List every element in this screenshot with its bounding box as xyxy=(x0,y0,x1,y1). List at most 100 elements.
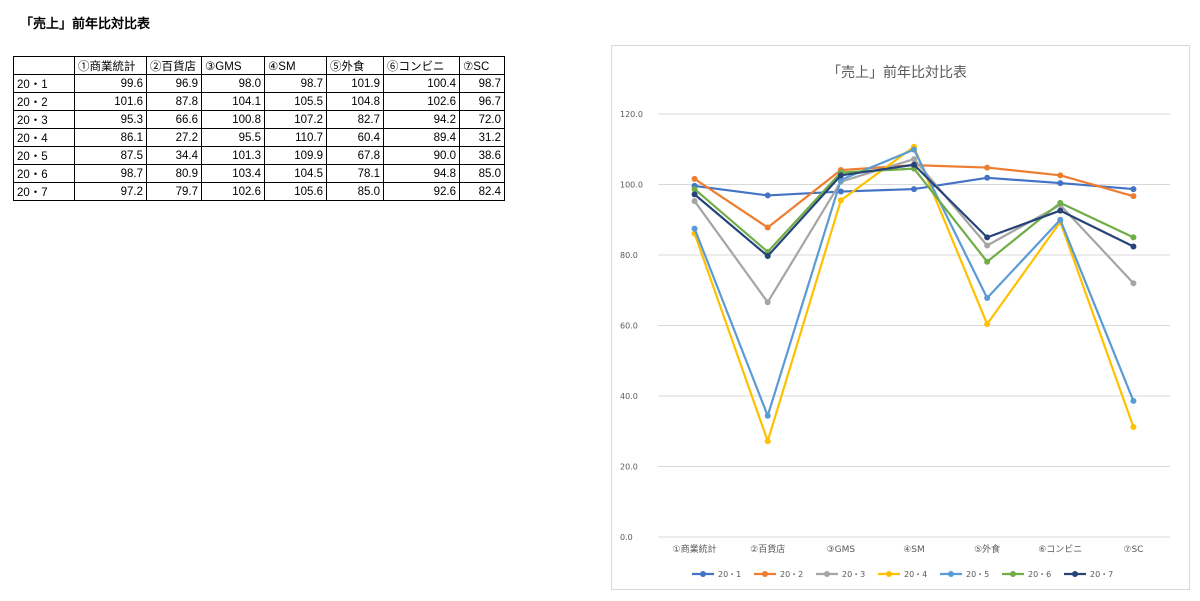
legend-item: 20・6 xyxy=(1002,570,1051,579)
data-point xyxy=(911,156,917,163)
x-category-label: ①商業統計 xyxy=(673,543,717,555)
data-point xyxy=(984,242,991,249)
data-point xyxy=(764,253,771,260)
value-cell: 109.9 xyxy=(264,146,327,165)
data-point xyxy=(764,299,771,306)
data-point xyxy=(1057,172,1064,179)
value-cell: 101.3 xyxy=(201,146,265,165)
value-cell: 79.7 xyxy=(146,182,202,201)
x-category-label: ⑤外食 xyxy=(974,543,1000,555)
x-category-label: ⑥コンビニ xyxy=(1038,544,1082,555)
data-point xyxy=(1057,180,1064,187)
data-point xyxy=(1130,234,1137,241)
value-cell: 90.0 xyxy=(383,146,460,165)
value-cell: 94.8 xyxy=(383,164,460,183)
data-point xyxy=(984,258,991,265)
legend-label: 20・2 xyxy=(780,570,803,579)
legend-swatch-marker xyxy=(700,571,706,577)
value-cell: 95.5 xyxy=(201,128,265,147)
row-label-cell: 20・2 xyxy=(13,92,75,111)
legend-label: 20・6 xyxy=(1028,570,1051,579)
value-cell: 72.0 xyxy=(459,110,505,129)
value-cell: 102.6 xyxy=(383,92,460,111)
legend-item: 20・1 xyxy=(692,570,741,579)
data-point xyxy=(691,191,698,198)
table-row: 20・3 95.3 66.6 100.8 107.2 82.7 94.2 72.0 xyxy=(13,110,505,129)
header-cell-department-store: ②百貨店 xyxy=(146,56,202,75)
value-cell: 98.7 xyxy=(74,164,147,183)
legend-swatch-marker xyxy=(886,571,892,577)
data-point xyxy=(984,234,991,241)
x-category-label: ④SM xyxy=(903,545,925,555)
value-cell: 87.8 xyxy=(146,92,202,111)
table-row: 20・4 86.1 27.2 95.5 110.7 60.4 89.4 31.2 xyxy=(13,128,505,147)
series-group xyxy=(691,161,1137,260)
data-point xyxy=(837,172,844,179)
x-category-label: ⑦SC xyxy=(1123,545,1143,555)
value-cell: 100.8 xyxy=(201,110,265,129)
y-tick-label: 60.0 xyxy=(620,322,638,331)
legend-label: 20・5 xyxy=(966,570,989,579)
table-row: 20・1 99.6 96.9 98.0 98.7 101.9 100.4 98.7 xyxy=(13,74,505,93)
value-cell: 34.4 xyxy=(146,146,202,165)
value-cell: 104.5 xyxy=(264,164,327,183)
data-point xyxy=(691,186,698,193)
row-label-cell: 20・3 xyxy=(13,110,75,129)
data-point xyxy=(1130,424,1137,431)
value-cell: 105.6 xyxy=(264,182,327,201)
value-cell: 104.1 xyxy=(201,92,265,111)
x-category-label: ②百貨店 xyxy=(750,543,785,555)
series-group xyxy=(691,146,1137,419)
data-point xyxy=(984,295,991,302)
value-cell: 103.4 xyxy=(201,164,265,183)
value-cell: 107.2 xyxy=(264,110,327,129)
value-cell: 98.7 xyxy=(264,74,327,93)
value-cell: 96.9 xyxy=(146,74,202,93)
data-point xyxy=(764,412,771,419)
data-point xyxy=(1130,397,1137,404)
data-table: ①商業統計 ②百貨店 ③GMS ④SM ⑤外食 ⑥コンビニ ⑦SC 20・1 99… xyxy=(13,56,505,201)
legend-label: 20・4 xyxy=(904,570,927,579)
legend-swatch-marker xyxy=(948,571,954,577)
row-label-cell: 20・7 xyxy=(13,182,75,201)
legend-swatch-marker xyxy=(1010,571,1016,577)
chart-title: 「売上」前年比対比表 xyxy=(827,64,967,81)
value-cell: 31.2 xyxy=(459,128,505,147)
x-category-label: ③GMS xyxy=(827,545,856,555)
data-point xyxy=(911,146,917,153)
legend-label: 20・7 xyxy=(1090,570,1113,579)
value-cell: 78.1 xyxy=(326,164,384,183)
data-point xyxy=(837,197,844,204)
data-point xyxy=(984,164,991,171)
header-cell-convenience: ⑥コンビニ xyxy=(383,56,460,75)
page-title: 「売上」前年比対比表 xyxy=(20,17,151,32)
data-point xyxy=(1130,243,1137,250)
value-cell: 95.3 xyxy=(74,110,147,129)
row-label-cell: 20・6 xyxy=(13,164,75,183)
value-cell: 89.4 xyxy=(383,128,460,147)
value-cell: 87.5 xyxy=(74,146,147,165)
value-cell: 85.0 xyxy=(326,182,384,201)
value-cell: 92.6 xyxy=(383,182,460,201)
value-cell: 102.6 xyxy=(201,182,265,201)
value-cell: 97.2 xyxy=(74,182,147,201)
header-cell-dining: ⑤外食 xyxy=(326,56,384,75)
data-point xyxy=(691,198,698,205)
y-tick-label: 80.0 xyxy=(620,251,638,260)
table-row: 20・7 97.2 79.7 102.6 105.6 85.0 92.6 82.4 xyxy=(13,182,505,201)
value-cell: 80.9 xyxy=(146,164,202,183)
value-cell: 94.2 xyxy=(383,110,460,129)
value-cell: 38.6 xyxy=(459,146,505,165)
data-point xyxy=(764,438,771,445)
value-cell: 85.0 xyxy=(459,164,505,183)
value-cell: 105.5 xyxy=(264,92,327,111)
data-point xyxy=(764,192,771,199)
data-point xyxy=(1057,199,1064,206)
data-point xyxy=(1130,186,1137,193)
y-tick-label: 100.0 xyxy=(620,181,643,190)
line-chart: 「売上」前年比対比表 0.0 20.0 40.0 60.0 80.0 100.0 120.0… xyxy=(620,64,1170,579)
value-cell: 100.4 xyxy=(383,74,460,93)
data-point xyxy=(1057,216,1064,223)
y-tick-label: 0.0 xyxy=(620,533,633,542)
header-cell-sm: ④SM xyxy=(264,56,327,75)
